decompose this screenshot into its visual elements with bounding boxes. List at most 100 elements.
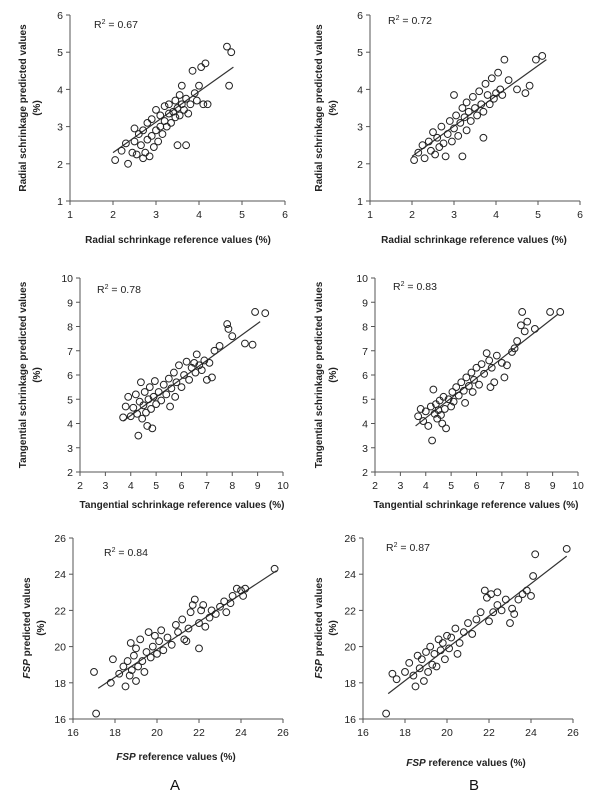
scatter-point (501, 595, 510, 604)
y-tick-label: 26 (344, 533, 356, 545)
scatter-point (530, 325, 539, 333)
y-ticks: 2 3 4 5 6 7 8 9 10 (61, 273, 80, 479)
scatter-point (177, 383, 186, 392)
scatter-point (172, 620, 180, 629)
scatter-point (201, 622, 210, 631)
scatter-point (424, 137, 433, 146)
chart-panel-b3: 16 18 20 22 24 26 16 18 20 22 24 26 R2 = 0.87 FSP … (314, 533, 579, 769)
y-tick-label: 5 (362, 394, 368, 406)
x-ticks: 16 18 20 22 24 26 (357, 719, 579, 739)
scatter-point (428, 436, 436, 445)
x-tick-label: 3 (153, 209, 159, 221)
chart-panel-b2: 2 3 4 5 6 7 8 9 10 2 3 4 5 6 7 8 9 10 R2 = 0.83 Tangenti… (314, 273, 584, 511)
scatter-point (225, 81, 234, 90)
scatter-point (115, 669, 124, 678)
scatter-point (437, 411, 445, 419)
scatter-point (154, 137, 163, 146)
scatter-point (138, 414, 147, 423)
r2-annotation: R2 = 0.72 (388, 15, 432, 27)
scatter-point (122, 139, 130, 148)
scatter-point (452, 111, 461, 120)
scatter-point (188, 601, 197, 609)
x-tick-label: 2 (409, 209, 415, 221)
scatter-point (186, 100, 195, 109)
scatter-point (167, 118, 175, 127)
scatter-point (405, 658, 414, 667)
r2-annotation: R2 = 0.83 (393, 281, 437, 293)
scatter-point (503, 361, 511, 370)
scatter-point (180, 635, 189, 644)
x-axis-label: FSP reference values (%) (116, 752, 236, 763)
x-tick-label: 7 (204, 480, 210, 492)
scatter-point (215, 342, 224, 350)
y-tick-label: 2 (57, 159, 63, 171)
x-tick-label: 6 (474, 480, 480, 492)
y-tick-label: 3 (357, 122, 363, 134)
scatter-point (459, 386, 468, 395)
scatter-point (237, 586, 245, 595)
x-tick-label: 4 (423, 480, 429, 492)
scatter-point (151, 631, 159, 640)
scatter-point (158, 130, 167, 138)
scatter-point (175, 361, 183, 370)
scatter-point (496, 85, 505, 94)
scatter-point (175, 91, 184, 99)
scatter-point (171, 392, 180, 401)
scatter-point (477, 360, 486, 368)
scatter-point (191, 368, 200, 377)
scatter-point (438, 419, 447, 428)
y-axis-label-unit: (%) (32, 367, 43, 383)
scatter-point (137, 141, 145, 150)
y-tick-label: 24 (344, 569, 356, 581)
x-tick-label: 3 (451, 209, 457, 221)
scatter-point (152, 126, 160, 135)
y-tick-label: 16 (344, 714, 356, 726)
trendline-segment (415, 313, 559, 427)
scatter-point (222, 608, 231, 617)
scatter-point (159, 646, 168, 655)
x-tick-label: 16 (67, 727, 79, 739)
scatter-point (145, 383, 154, 392)
x-tick-label: 5 (448, 480, 454, 492)
x-tick-label: 18 (109, 727, 121, 739)
scatter-point (223, 320, 232, 328)
y-tick-label: 9 (67, 297, 73, 309)
scatter-point (192, 350, 201, 359)
y-ticks: 16 18 20 22 24 26 (344, 533, 363, 726)
scatter-point (119, 662, 128, 671)
scatter-point (451, 624, 460, 633)
scatter-point (453, 649, 462, 658)
x-tick-label: 10 (572, 480, 584, 492)
scatter-point (220, 597, 229, 606)
x-ticks: 1 2 3 4 5 6 (67, 201, 288, 221)
scatter-point (523, 317, 532, 326)
scatter-point (401, 668, 409, 676)
scatter-point (479, 107, 488, 116)
scatter-point (562, 544, 571, 553)
scatter-point (504, 76, 513, 84)
scatter-point (197, 606, 206, 615)
x-tick-label: 26 (567, 727, 579, 739)
scatter-point (137, 378, 145, 387)
scatter-point (475, 87, 484, 96)
x-tick-label: 4 (128, 480, 134, 492)
y-tick-label: 3 (362, 443, 368, 455)
scatter-point (199, 100, 208, 109)
scatter-point (184, 624, 193, 633)
scatter-point (445, 644, 454, 653)
x-tick-label: 24 (525, 727, 537, 739)
scatter-point (427, 146, 435, 155)
scatter-point (92, 709, 100, 718)
scatter-point (173, 141, 182, 150)
scatter-point (475, 380, 483, 389)
x-tick-label: 6 (282, 209, 288, 221)
scatter-point (144, 395, 153, 404)
scatter-point (442, 424, 450, 433)
y-ticks: 1 2 3 4 5 6 (357, 10, 370, 208)
y-tick-label: 10 (356, 273, 368, 285)
trendline-segment (387, 555, 568, 695)
y-axis-label: Tangential schrinkage predicted values (314, 281, 325, 468)
scatter-point (480, 369, 489, 378)
scatter-point (532, 55, 540, 64)
